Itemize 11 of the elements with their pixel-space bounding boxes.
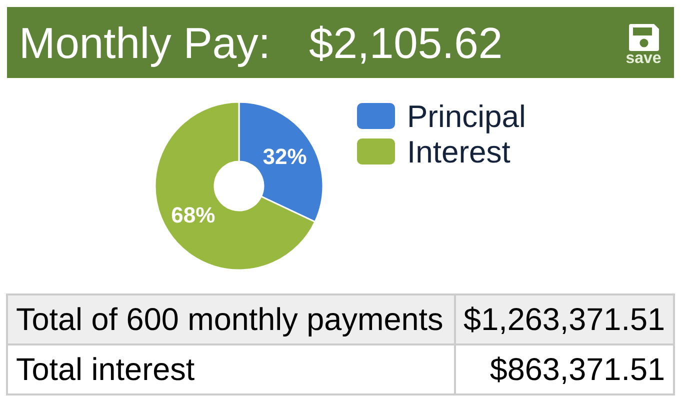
chart-subtitle: $2,105.62 bbox=[309, 20, 503, 68]
chart-title: Monthly Pay: bbox=[19, 20, 270, 68]
data-label: 68% bbox=[171, 202, 216, 228]
text: $863,371.51 bbox=[490, 351, 665, 387]
data-label: 32% bbox=[262, 144, 307, 170]
text: Total of 600 monthly payments bbox=[16, 301, 444, 337]
text: Total interest bbox=[16, 351, 195, 387]
legend-label: Principal bbox=[407, 98, 526, 134]
text: $1,263,371.51 bbox=[464, 301, 665, 337]
text: save bbox=[626, 50, 662, 67]
legend-label: Interest bbox=[407, 134, 511, 170]
